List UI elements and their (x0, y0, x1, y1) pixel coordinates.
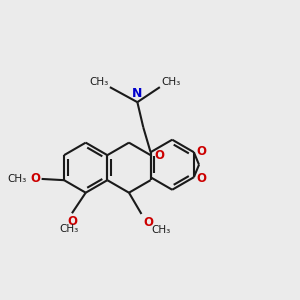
Text: O: O (154, 149, 164, 162)
Text: CH₃: CH₃ (8, 174, 27, 184)
Text: O: O (30, 172, 40, 185)
Text: O: O (67, 215, 77, 228)
Text: O: O (197, 172, 207, 185)
Text: O: O (143, 216, 153, 229)
Text: CH₃: CH₃ (89, 76, 108, 86)
Text: CH₃: CH₃ (152, 225, 171, 235)
Text: CH₃: CH₃ (161, 76, 181, 86)
Text: CH₃: CH₃ (59, 224, 79, 234)
Text: N: N (132, 87, 142, 100)
Text: O: O (197, 145, 207, 158)
